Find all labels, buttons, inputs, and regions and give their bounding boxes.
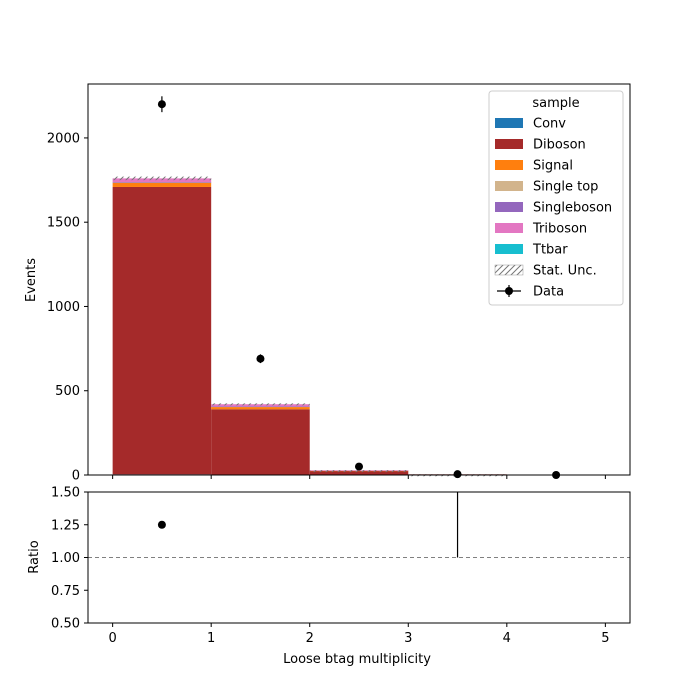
main-y-tick-label: 0 xyxy=(72,469,80,484)
main-x-ticks xyxy=(112,475,606,479)
main-y-tick-label: 1500 xyxy=(47,216,80,231)
legend-swatch-stat-unc xyxy=(494,264,524,276)
ratio-y-tick-label: 1.25 xyxy=(51,518,80,533)
ratio-y-tick-label: 1.00 xyxy=(51,551,80,566)
ratio-points xyxy=(157,492,459,558)
ratio-x-tick-label: 3 xyxy=(404,631,412,646)
legend-swatch-conv xyxy=(495,118,523,128)
ratio-y-tick-label: 1.50 xyxy=(51,486,80,501)
stacked-bars xyxy=(112,178,507,476)
main-y-tick-label: 500 xyxy=(55,384,80,399)
bar-diboson-bin-0 xyxy=(112,186,212,475)
ratio-x-tick-label: 2 xyxy=(306,631,314,646)
bar-signal-bin-1 xyxy=(211,406,310,410)
main-plot-frame xyxy=(87,83,631,476)
legend-label-conv: Conv xyxy=(533,117,566,132)
legend-label-stat-unc: Stat. Unc. xyxy=(533,264,597,279)
bar-singleboson-bin-0 xyxy=(112,182,212,183)
data-point-bin-1 xyxy=(256,354,265,363)
legend-swatch-ttbar xyxy=(495,244,523,254)
legend-label-signal: Signal xyxy=(533,159,573,174)
legend-data-marker xyxy=(505,287,513,295)
bar-signal-bin-0 xyxy=(112,182,212,187)
main-y-axis-label: Events xyxy=(24,258,39,302)
stat-unc-band-bin-1 xyxy=(211,403,310,406)
main-y-tick-label: 1000 xyxy=(47,300,80,315)
data-point-bin-2 xyxy=(355,462,363,471)
ratio-panel: 0.50 0.75 1.00 1.25 1.50 0 1 2 3 4 5 Ratio Loose … xyxy=(27,486,631,667)
bar-single-top-bin-0 xyxy=(112,182,212,184)
bar-diboson-bin-1 xyxy=(211,409,310,475)
main-y-ticks: 0 500 1000 1500 2000 xyxy=(47,131,88,484)
legend-label-single-top: Single top xyxy=(533,180,598,195)
ratio-point-0 xyxy=(157,520,166,529)
legend-title: sample xyxy=(532,96,579,111)
legend: sample Conv Diboson Signal Single top Singleb… xyxy=(488,90,624,306)
legend-label-diboson: Diboson xyxy=(533,138,586,153)
ratio-y-tick-label: 0.75 xyxy=(51,584,80,599)
legend-label-ttbar: Ttbar xyxy=(532,243,568,258)
main-y-tick-label: 2000 xyxy=(47,131,80,146)
legend-swatch-singleboson xyxy=(495,202,523,212)
legend-swatch-triboson xyxy=(495,223,523,233)
ratio-x-tick-label: 1 xyxy=(207,631,215,646)
ratio-y-tick-label: 0.50 xyxy=(51,617,80,632)
legend-label-data: Data xyxy=(533,285,564,300)
legend-swatch-diboson xyxy=(495,139,523,149)
ratio-y-ticks: 0.50 0.75 1.00 1.25 1.50 xyxy=(51,486,88,632)
ratio-plot-frame xyxy=(87,491,631,624)
data-points xyxy=(157,96,561,479)
bar-singleboson-bin-1 xyxy=(211,406,310,408)
data-point-bin-3 xyxy=(453,470,462,479)
ratio-x-tick-label: 4 xyxy=(503,631,511,646)
ratio-x-ticks: 0 1 2 3 4 5 xyxy=(108,623,610,646)
data-point-bin-0 xyxy=(157,100,166,109)
legend-label-singleboson: Singleboson xyxy=(533,201,612,216)
legend-label-triboson: Triboson xyxy=(532,222,587,237)
bar-diboson-bin-2 xyxy=(309,470,409,475)
ratio-x-tick-label: 0 xyxy=(108,631,116,646)
legend-swatch-single-top xyxy=(495,181,523,191)
stat-unc-band-bin-0 xyxy=(112,176,212,181)
ratio-x-tick-label: 5 xyxy=(601,631,609,646)
x-axis-label: Loose btag multiplicity xyxy=(283,652,431,667)
legend-swatch-signal xyxy=(495,160,523,170)
main-panel: 0 500 1000 1500 2000 Events sample Conv Diboso… xyxy=(24,83,631,484)
stat-unc-band-bin-2 xyxy=(309,470,409,473)
bar-triboson-bin-0 xyxy=(112,178,212,183)
ratio-y-axis-label: Ratio xyxy=(27,540,42,573)
